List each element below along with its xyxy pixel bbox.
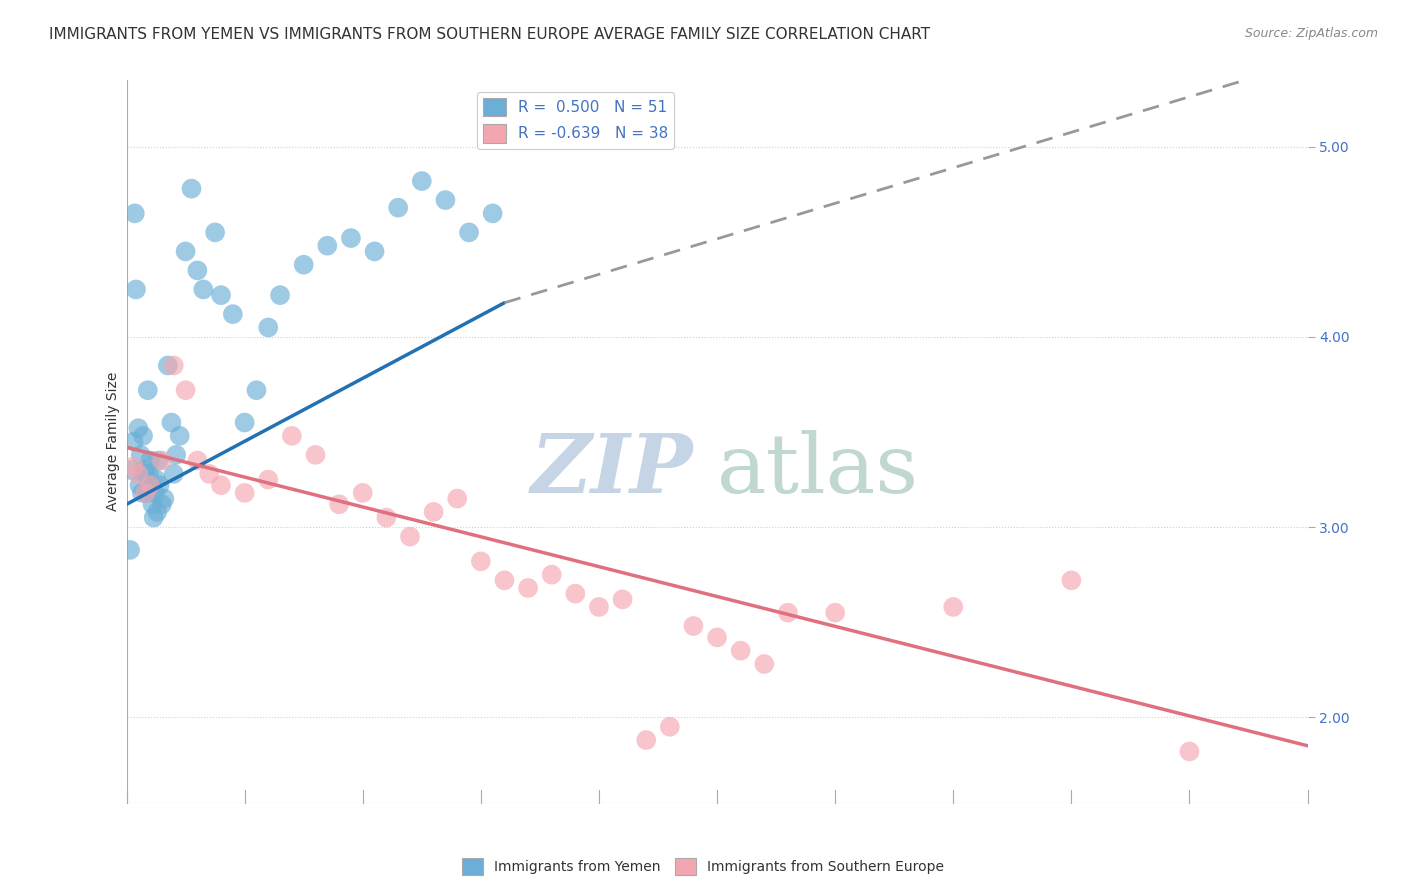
Point	[150, 497, 173, 511]
Point	[138, 467, 160, 481]
Point	[122, 459, 145, 474]
Point	[422, 505, 444, 519]
Point	[145, 473, 167, 487]
Point	[169, 429, 191, 443]
Point	[139, 453, 162, 467]
Point	[269, 288, 291, 302]
Point	[136, 383, 159, 397]
Point	[139, 478, 162, 492]
Point	[292, 258, 315, 272]
Point	[143, 486, 166, 500]
Point	[375, 510, 398, 524]
Point	[494, 574, 516, 588]
Point	[120, 463, 142, 477]
Point	[754, 657, 776, 671]
Point	[174, 383, 197, 397]
Point	[233, 486, 256, 500]
Point	[163, 467, 186, 481]
Point	[150, 453, 173, 467]
Point	[824, 606, 846, 620]
Point	[134, 486, 156, 500]
Point	[942, 599, 965, 614]
Point	[612, 592, 634, 607]
Point	[328, 497, 350, 511]
Point	[180, 181, 202, 195]
Point	[411, 174, 433, 188]
Point	[142, 510, 165, 524]
Point	[399, 530, 422, 544]
Point	[165, 448, 187, 462]
Point	[148, 453, 170, 467]
Point	[134, 463, 156, 477]
Point	[363, 244, 385, 259]
Point	[458, 226, 481, 240]
Text: atlas: atlas	[717, 431, 920, 510]
Point	[682, 619, 704, 633]
Legend: Immigrants from Yemen, Immigrants from Southern Europe: Immigrants from Yemen, Immigrants from S…	[457, 853, 949, 880]
Point	[125, 282, 148, 296]
Point	[135, 486, 157, 500]
Point	[446, 491, 468, 506]
Point	[163, 359, 186, 373]
Point	[186, 453, 208, 467]
Point	[1060, 574, 1083, 588]
Point	[174, 244, 197, 259]
Point	[186, 263, 208, 277]
Point	[470, 554, 492, 568]
Point	[127, 421, 149, 435]
Point	[588, 599, 610, 614]
Point	[564, 587, 586, 601]
Point	[304, 448, 326, 462]
Point	[198, 467, 221, 481]
Point	[1178, 744, 1201, 758]
Point	[128, 478, 150, 492]
Point	[730, 643, 752, 657]
Point	[636, 733, 658, 747]
Point	[434, 193, 457, 207]
Point	[481, 206, 503, 220]
Point	[120, 542, 142, 557]
Point	[193, 282, 215, 296]
Point	[281, 429, 304, 443]
Point	[706, 631, 728, 645]
Point	[540, 567, 562, 582]
Point	[340, 231, 363, 245]
Point	[156, 359, 179, 373]
Point	[352, 486, 374, 500]
Point	[316, 238, 339, 252]
Point	[127, 467, 149, 481]
Text: IMMIGRANTS FROM YEMEN VS IMMIGRANTS FROM SOUTHERN EUROPE AVERAGE FAMILY SIZE COR: IMMIGRANTS FROM YEMEN VS IMMIGRANTS FROM…	[49, 27, 931, 42]
Point	[141, 497, 163, 511]
Point	[131, 486, 153, 500]
Point	[141, 478, 163, 492]
Point	[124, 206, 146, 220]
Point	[257, 320, 280, 334]
Point	[129, 448, 152, 462]
Point	[160, 416, 183, 430]
Point	[132, 429, 155, 443]
Legend: R =  0.500   N = 51, R = -0.639   N = 38: R = 0.500 N = 51, R = -0.639 N = 38	[477, 92, 673, 149]
Point	[222, 307, 245, 321]
Point	[209, 478, 232, 492]
Point	[149, 478, 172, 492]
Point	[517, 581, 540, 595]
Point	[387, 201, 409, 215]
Y-axis label: Average Family Size: Average Family Size	[105, 372, 120, 511]
Point	[146, 505, 169, 519]
Text: Source: ZipAtlas.com: Source: ZipAtlas.com	[1244, 27, 1378, 40]
Point	[204, 226, 226, 240]
Point	[209, 288, 232, 302]
Point	[233, 416, 256, 430]
Point	[776, 606, 799, 620]
Text: ZIP: ZIP	[531, 431, 693, 510]
Point	[658, 720, 681, 734]
Point	[153, 491, 176, 506]
Point	[122, 434, 145, 449]
Point	[134, 467, 156, 481]
Point	[245, 383, 267, 397]
Point	[257, 473, 280, 487]
